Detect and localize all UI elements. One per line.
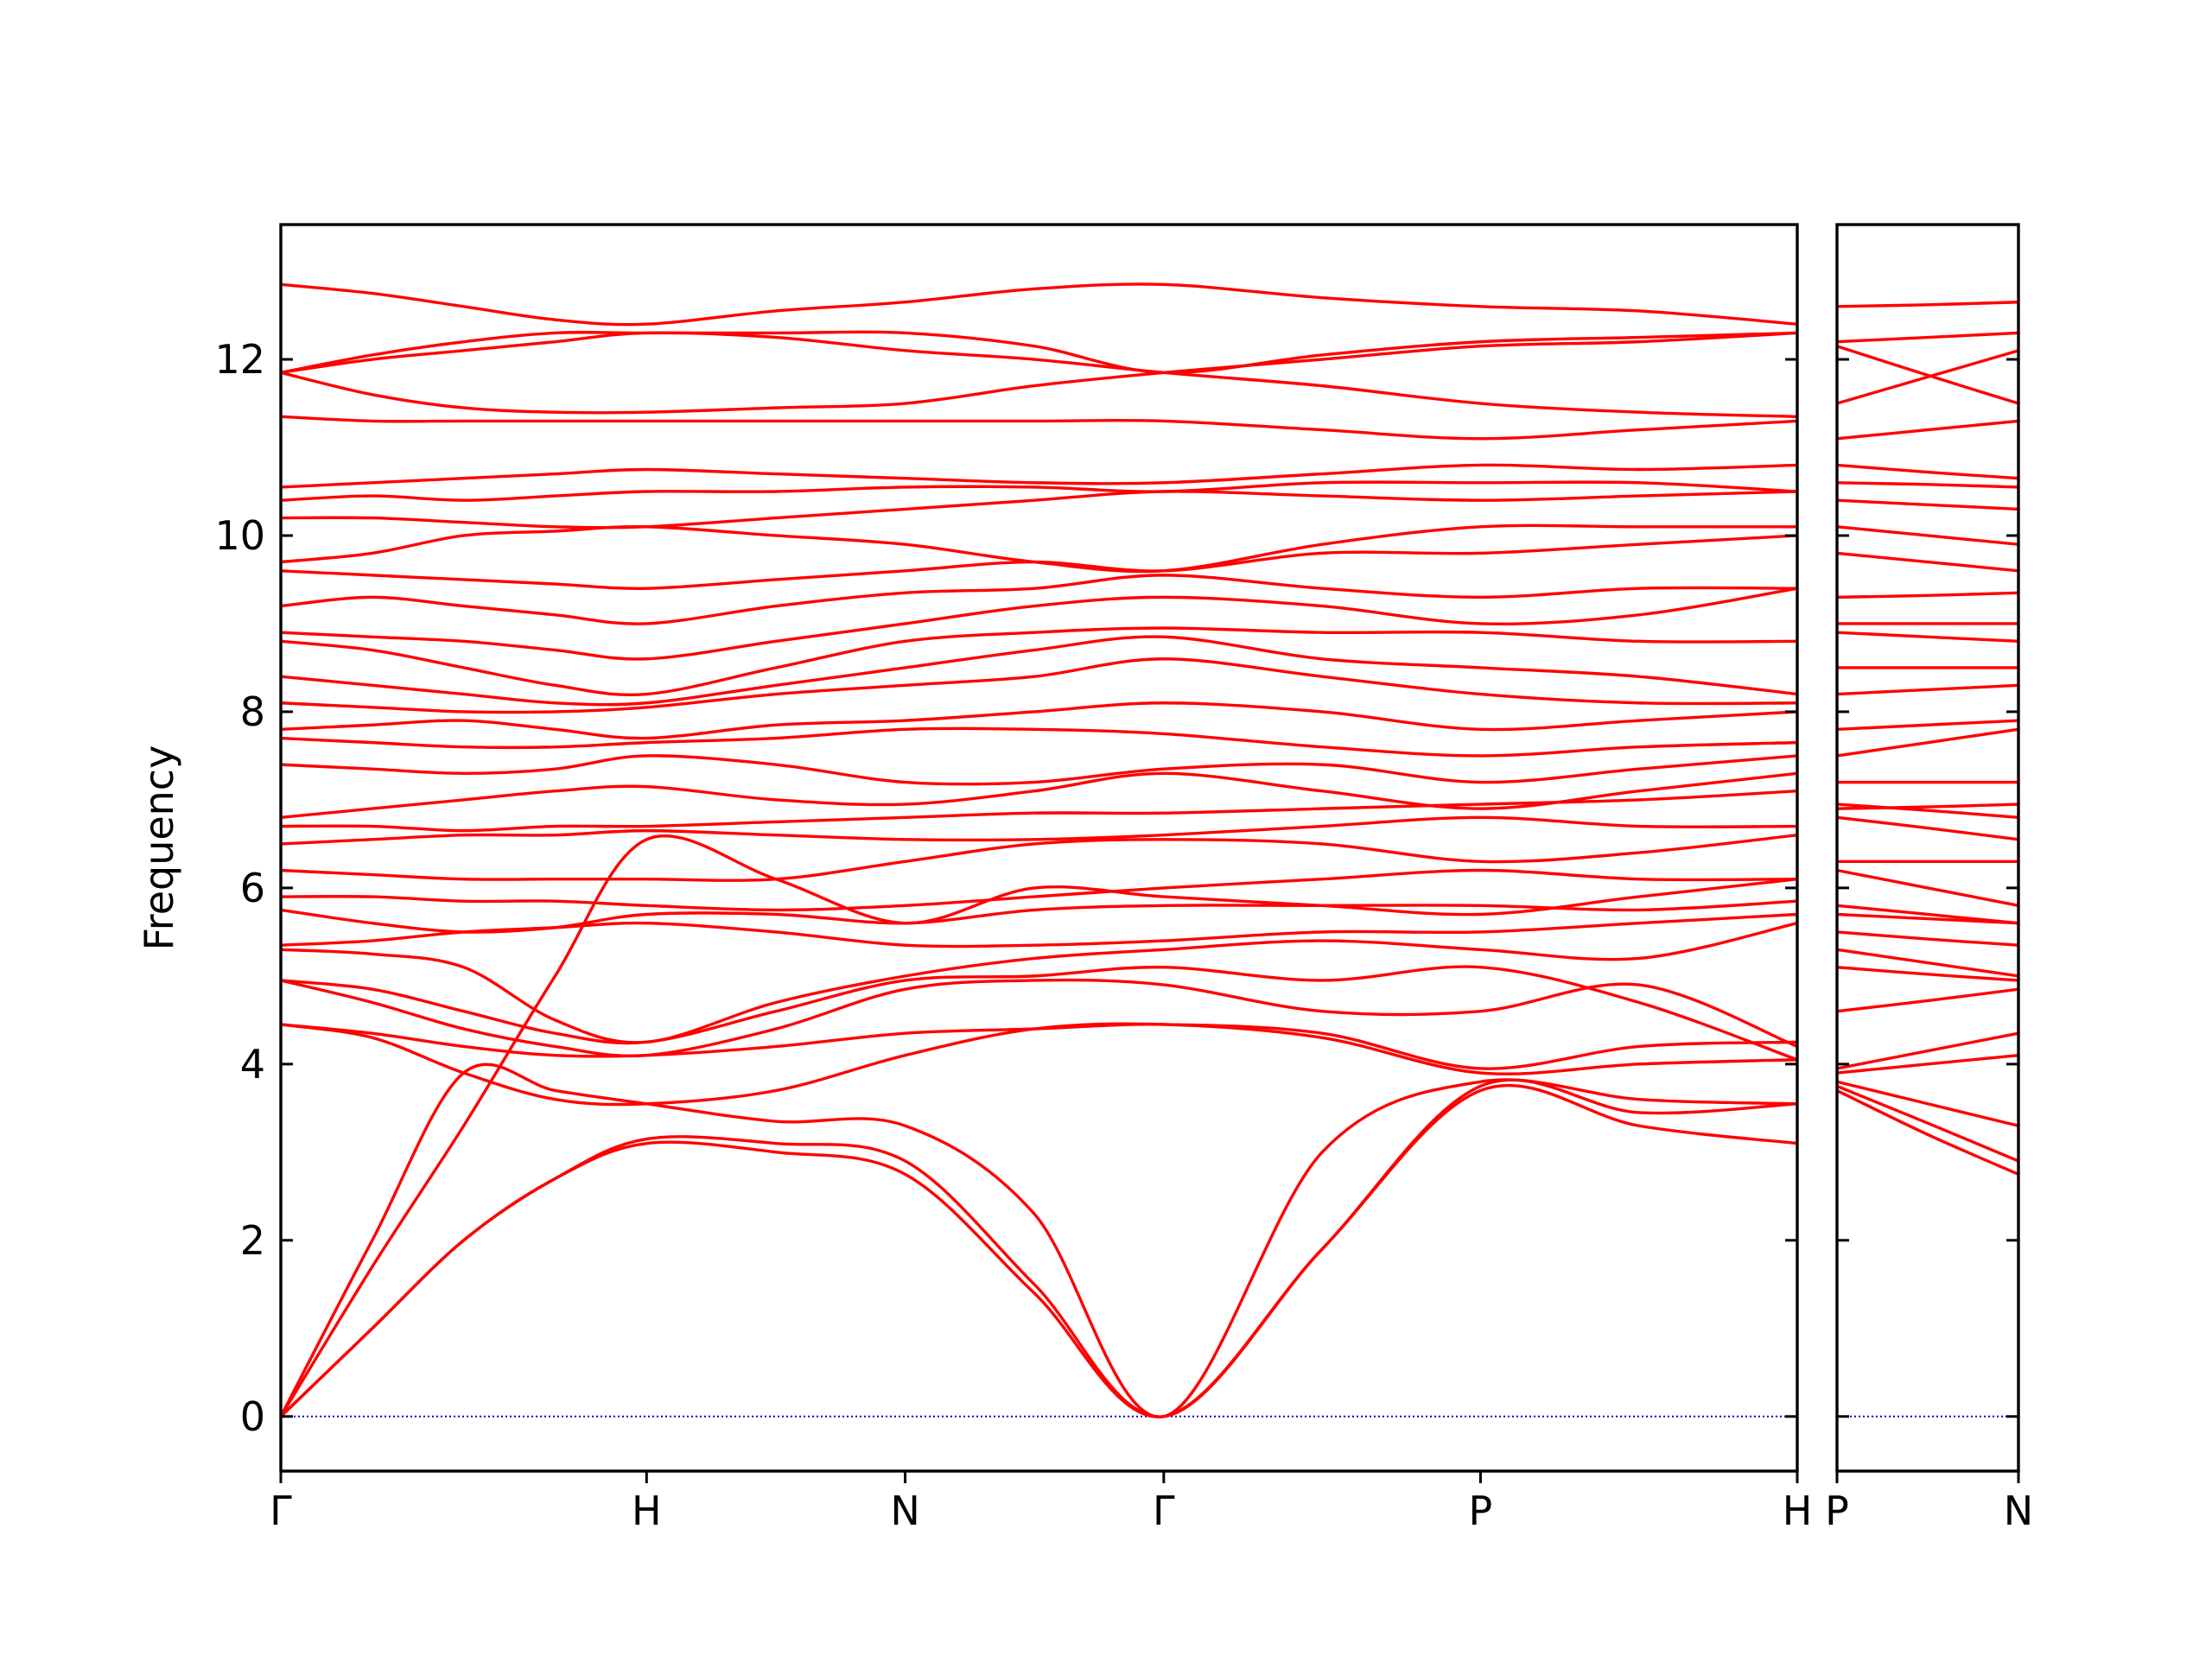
band-line — [1836, 301, 2019, 308]
x-tick-label: P — [1825, 1488, 1849, 1534]
band-line — [1836, 1088, 2019, 1176]
band-line — [280, 490, 1798, 530]
band-line — [280, 701, 1798, 740]
band-line — [280, 331, 1798, 419]
band-line — [280, 771, 1798, 820]
band-line — [280, 899, 1798, 934]
band-line — [1836, 802, 2019, 810]
band-line — [1836, 345, 2019, 405]
x-tick-label: Γ — [270, 1488, 292, 1534]
band-line — [280, 330, 1798, 375]
band-line — [280, 754, 1798, 786]
band-line — [1836, 683, 2019, 696]
band-line — [1836, 349, 2019, 405]
band-line — [1836, 904, 2019, 925]
y-tick-label: 10 — [214, 512, 265, 559]
band-line — [280, 922, 1798, 1044]
band-line — [279, 1078, 1798, 1418]
band-line — [1836, 591, 2019, 599]
band-line — [280, 480, 1798, 502]
y-axis-label: Frequency — [136, 745, 182, 951]
band-line — [280, 834, 1798, 882]
band-line — [279, 1063, 1798, 1418]
band-line — [279, 834, 1798, 1418]
band-line — [1836, 498, 2019, 511]
band-line — [1836, 965, 2019, 982]
plot-frame — [279, 223, 1799, 1473]
band-line — [1836, 525, 2019, 546]
band-line — [280, 574, 1798, 625]
band-line — [280, 463, 1798, 489]
y-tick-label: 6 — [240, 865, 265, 911]
y-tick-label: 4 — [240, 1041, 265, 1088]
band-line — [280, 587, 1798, 661]
band-line — [1836, 930, 2019, 947]
x-tick-label: N — [890, 1488, 919, 1534]
x-tick-label: H — [632, 1488, 662, 1534]
band-line — [280, 790, 1798, 833]
band-line — [1836, 551, 2019, 573]
band-line — [1836, 948, 2019, 978]
y-tick-label: 2 — [240, 1217, 265, 1264]
band-line — [280, 657, 1798, 714]
band-line — [1836, 1031, 2019, 1070]
band-line — [1836, 1053, 2019, 1075]
band-line — [1836, 868, 2019, 907]
band-line — [280, 415, 1798, 441]
band-line — [280, 523, 1797, 574]
band-line — [280, 726, 1798, 758]
band-line — [280, 978, 1798, 1058]
band-line — [1836, 419, 2019, 441]
band-line — [280, 626, 1798, 697]
band-line — [280, 331, 1798, 415]
band-line — [280, 965, 1798, 1062]
band-line — [1836, 331, 2019, 344]
band-line — [1836, 802, 2019, 820]
band-line — [1836, 1084, 2019, 1163]
band-line — [1836, 631, 2019, 644]
x-tick-label: H — [1783, 1488, 1813, 1534]
band-line — [280, 815, 1798, 846]
x-tick-label: N — [2004, 1488, 2033, 1534]
y-tick-label: 8 — [240, 688, 265, 735]
band-line — [1836, 815, 2019, 841]
band-line — [279, 1083, 1798, 1418]
band-line — [1836, 727, 2019, 758]
band-line — [1836, 987, 2019, 1013]
y-tick-label: 0 — [240, 1393, 265, 1440]
band-line — [280, 534, 1798, 590]
band-line — [280, 1022, 1798, 1107]
x-tick-label: P — [1469, 1488, 1493, 1534]
band-line — [1836, 481, 2019, 489]
band-line — [280, 868, 1798, 912]
band-line — [1836, 1080, 2019, 1127]
band-line — [280, 1023, 1798, 1070]
x-tick-label: Γ — [1153, 1488, 1175, 1534]
band-line — [1836, 463, 2019, 480]
y-tick-label: 12 — [214, 336, 265, 383]
band-line — [280, 635, 1798, 707]
plot-frame — [1835, 223, 2020, 1473]
band-line — [1836, 719, 2019, 732]
band-line — [280, 282, 1798, 327]
